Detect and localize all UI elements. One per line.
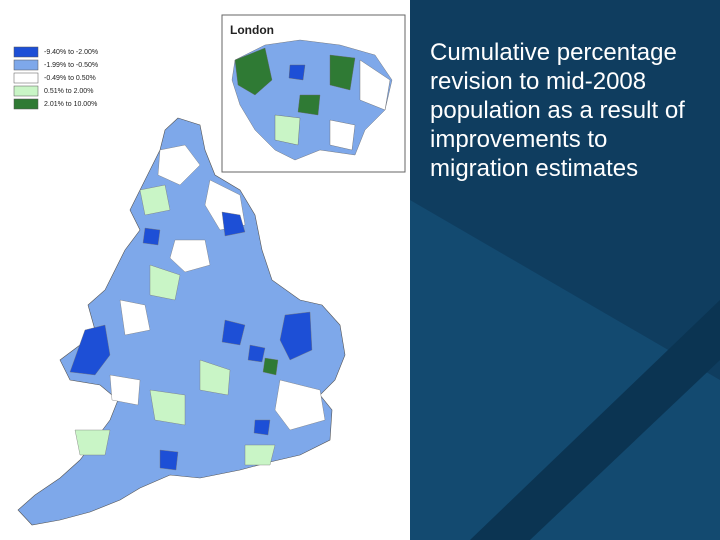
legend-swatch <box>13 59 39 71</box>
legend-label: -0.49% to 0.50% <box>44 75 96 82</box>
legend-swatch <box>13 98 39 110</box>
legend-swatch <box>13 46 39 58</box>
legend-swatch <box>13 85 39 97</box>
london-map <box>231 39 393 161</box>
legend-label: -9.40% to -2.00% <box>44 49 98 56</box>
legend-label: 2.01% to 10.00% <box>44 101 97 108</box>
caption-panel: Cumulative percentage revision to mid-20… <box>410 0 720 540</box>
inset-title: London <box>230 23 274 37</box>
caption: Cumulative percentage revision to mid-20… <box>430 39 685 182</box>
region-patches <box>69 144 326 471</box>
legend-label: 0.51% to 2.00% <box>44 88 93 95</box>
legend-label: -1.99% to -0.50% <box>44 62 98 69</box>
map: -9.40% to -2.00% -1.99% to -0.50% -0.49% t… <box>13 14 406 526</box>
legend: -9.40% to -2.00% -1.99% to -0.50% -0.49% t… <box>13 46 98 110</box>
panel-decoration <box>410 200 720 540</box>
legend-swatch <box>13 72 39 84</box>
